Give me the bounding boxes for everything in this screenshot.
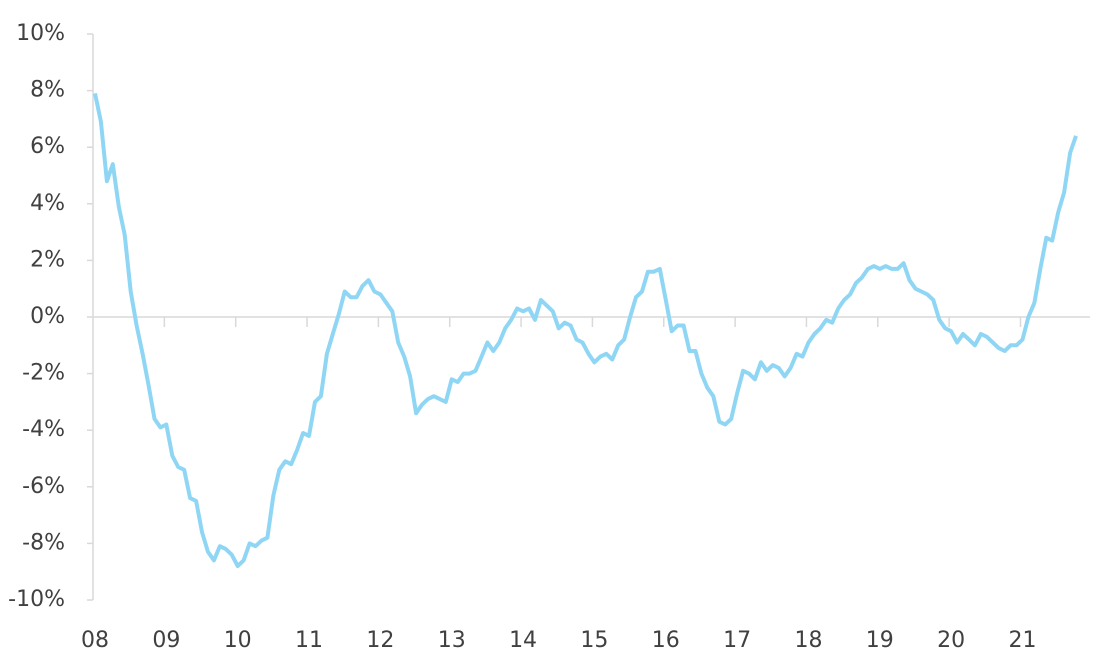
y-tick-label: 8% xyxy=(30,78,65,103)
x-tick-label: 08 xyxy=(81,628,109,653)
x-tick-label: 17 xyxy=(723,628,751,653)
x-tick-label: 19 xyxy=(866,628,894,653)
x-tick-label: 20 xyxy=(937,628,965,653)
x-tick-label: 21 xyxy=(1008,628,1036,653)
x-tick-label: 18 xyxy=(794,628,822,653)
y-tick-label: 2% xyxy=(30,247,65,272)
y-tick-label: -8% xyxy=(22,530,65,555)
y-tick-label: -6% xyxy=(22,474,65,499)
x-tick-label: 11 xyxy=(295,628,323,653)
line xyxy=(93,92,1078,568)
y-tick-label: -4% xyxy=(22,417,65,442)
y-tick-label: 0% xyxy=(30,304,65,329)
y-tick-label: -10% xyxy=(8,587,65,612)
x-tick-label: 09 xyxy=(152,628,180,653)
x-tick-label: 16 xyxy=(652,628,680,653)
x-tick-label: 12 xyxy=(366,628,394,653)
y-tick-label: 4% xyxy=(30,191,65,216)
x-tick-label: 10 xyxy=(224,628,252,653)
y-tick-label: 6% xyxy=(30,134,65,159)
x-tick-label: 14 xyxy=(509,628,537,653)
y-tick-label: 10% xyxy=(16,21,65,46)
y-tick-label: -2% xyxy=(22,361,65,386)
x-tick-label: 15 xyxy=(580,628,608,653)
x-tick-label: 13 xyxy=(438,628,466,653)
